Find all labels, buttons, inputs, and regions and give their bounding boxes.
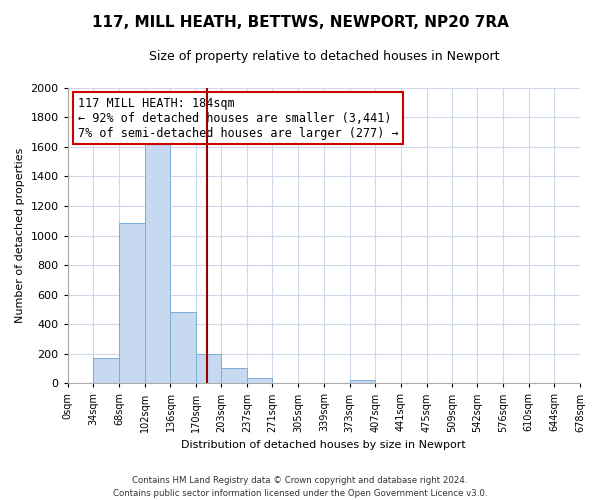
Bar	[221, 368, 247, 384]
Title: Size of property relative to detached houses in Newport: Size of property relative to detached ho…	[149, 50, 499, 63]
Bar	[94, 358, 119, 384]
Text: 117 MILL HEATH: 184sqm
← 92% of detached houses are smaller (3,441)
7% of semi-d: 117 MILL HEATH: 184sqm ← 92% of detached…	[78, 96, 398, 140]
Bar	[350, 380, 375, 384]
Y-axis label: Number of detached properties: Number of detached properties	[15, 148, 25, 323]
X-axis label: Distribution of detached houses by size in Newport: Distribution of detached houses by size …	[181, 440, 466, 450]
Bar	[145, 143, 170, 384]
Bar	[119, 223, 145, 384]
Bar	[196, 354, 221, 384]
Text: 117, MILL HEATH, BETTWS, NEWPORT, NP20 7RA: 117, MILL HEATH, BETTWS, NEWPORT, NP20 7…	[92, 15, 508, 30]
Bar	[247, 378, 272, 384]
Text: Contains HM Land Registry data © Crown copyright and database right 2024.
Contai: Contains HM Land Registry data © Crown c…	[113, 476, 487, 498]
Bar	[170, 312, 196, 384]
